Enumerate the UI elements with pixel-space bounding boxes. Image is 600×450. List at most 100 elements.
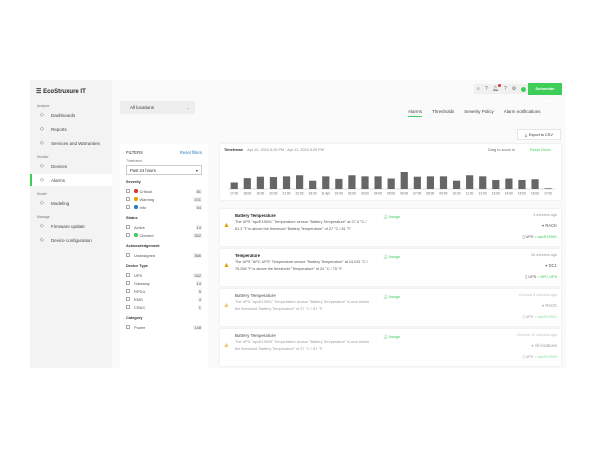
sidebar-item-services-and-warranties[interactable]: ◇ Services and Warranties [40,140,100,146]
checkbox[interactable] [126,225,130,229]
filter-option[interactable]: Active 14 [126,223,202,231]
sidebar-item-firmware-update[interactable]: ◇ Firmware update [40,223,85,229]
device-link[interactable]: APC UPS [540,275,557,279]
bar[interactable] [466,175,474,189]
filter-option[interactable]: Warning 101 [126,195,202,203]
filter-option[interactable]: Power 148 [126,323,202,331]
help-icon[interactable]: ? [484,86,488,92]
checkbox[interactable] [126,253,130,257]
user-avatar[interactable] [521,86,527,92]
bar[interactable] [322,176,330,189]
filter-option[interactable]: Info 54 [126,203,202,211]
x-tick-label: 11:00 [466,192,474,196]
sidebar-item-modeling[interactable]: ◇ Modeling [40,200,70,206]
filter-option[interactable]: Cleared 352 [126,231,202,239]
bar[interactable] [452,180,461,189]
filter-option[interactable]: EMS 4 [126,295,202,303]
checkbox[interactable] [126,297,130,301]
alarm-histogram[interactable]: Timeframe Apr 10, 2024 5:25 PM - Apr 11,… [220,144,561,200]
export-csv-button[interactable]: ⤓ Export to CSV [517,129,561,140]
filter-option[interactable]: Critical 81 [126,187,202,195]
chat-icon[interactable]: ? [503,86,507,92]
x-tick-label: 17:00 [544,192,552,196]
alarm-location[interactable]: ⌖ RACK [541,303,557,308]
bar[interactable] [479,176,487,189]
alarm-card[interactable]: ▲ Battery Temperature The UPS "apcE19901" … [220,209,561,246]
filter-option[interactable]: Unassigned 366 [126,251,202,259]
checkbox[interactable] [126,289,130,293]
bar[interactable] [243,178,251,189]
bar[interactable] [544,188,552,189]
settings-icon[interactable]: ⚙ [511,86,517,92]
alarm-device[interactable]: ▯ UPS > apcE19905 [522,355,557,359]
tab-alarm-notifications[interactable]: Alarm notifications [503,109,541,114]
assign-button[interactable]: 👤︎ Assign [383,335,401,339]
alarm-device[interactable]: ▯ UPS > apcE19901 [522,235,557,239]
bell-icon[interactable]: 🔔︎ [492,84,501,92]
bar[interactable] [361,176,369,189]
checkbox[interactable] [126,233,130,237]
filter-option[interactable]: RPDU 5 [126,287,202,295]
location-select[interactable]: All locations ⌄ [120,101,195,114]
bar[interactable] [531,179,539,189]
bar[interactable] [426,176,435,189]
alarm-card[interactable]: ▲ Battery Temperature The UPS "apcE19905" … [220,329,561,366]
tab-alarms[interactable]: Alarms [408,109,423,117]
sidebar-item-alarms[interactable]: ◇ Alarms [30,174,112,186]
bar[interactable] [413,176,421,189]
bar[interactable] [230,182,238,189]
reset-filters-link[interactable]: Reset filters [179,150,202,155]
timeframe-select[interactable]: Past 24 hours ▾ [126,165,202,175]
filter-count: 352 [193,232,202,238]
reset-zoom-button[interactable]: Reset Zoom [530,148,551,152]
bar[interactable] [387,178,395,189]
bar[interactable] [296,175,304,189]
bar[interactable] [400,172,408,189]
alarm-location[interactable]: ⌖ RACK [541,223,557,228]
bar[interactable] [269,177,278,189]
bar[interactable] [518,179,526,189]
checkbox[interactable] [126,197,130,201]
bar[interactable] [348,175,356,189]
checkbox[interactable] [126,281,130,285]
alarm-card[interactable]: ▲ Temperature The UPS "APC UPS" Temperatur… [220,249,561,286]
device-link[interactable]: apcE19901 [537,235,557,239]
bar[interactable] [335,178,343,189]
device-link[interactable]: apcE19905 [537,355,557,359]
checkbox[interactable] [126,325,130,329]
assign-button[interactable]: 👤︎ Assign [383,215,401,219]
alarm-card[interactable]: ▲ Battery Temperature The UPS "apcE19901" … [220,289,561,326]
sidebar-item-devices[interactable]: ◇ Devices [40,163,68,169]
menu-icon[interactable]: ☰ [36,89,42,95]
filter-option[interactable]: UPS 342 [126,271,202,279]
checkbox[interactable] [126,205,130,209]
checkbox[interactable] [126,305,130,309]
filter-option[interactable]: CRAC 1 [126,303,202,311]
bar[interactable] [505,178,513,189]
checkbox[interactable] [126,189,130,193]
bar[interactable] [439,176,448,189]
caret-down-icon: ▾ [195,167,198,173]
bar[interactable] [374,176,382,189]
tab-thresholds[interactable]: Thresholds [432,109,455,114]
chart-canvas[interactable]: 17:00 18:00 19:00 20:00 21:00 22:00 23:00 11 Ap… [220,144,561,200]
bar[interactable] [282,176,291,189]
alarm-location[interactable]: ⌖ All locations [531,343,557,348]
checkbox[interactable] [126,273,130,277]
assign-button[interactable]: 👤︎ Assign [383,295,401,299]
sidebar-item-device-configuration[interactable]: ◇ Device configuration [40,237,92,243]
bar[interactable] [492,179,500,189]
sidebar-item-reports[interactable]: ◇ Reports [40,126,67,132]
alarm-device[interactable]: ▯ UPS > APC UPS [525,275,557,279]
download-icon: ⤓ [525,132,527,137]
assign-button[interactable]: 👤︎ Assign [383,255,401,259]
alarm-device[interactable]: ▯ UPS > apcE19901 [522,315,557,319]
device-link[interactable]: apcE19901 [537,315,557,319]
filter-option[interactable]: Gateway 14 [126,279,202,287]
search-icon[interactable]: ⌕ [477,86,480,92]
sidebar-item-dashboards[interactable]: ◇ Dashboards [40,112,76,118]
tab-severity-policy[interactable]: Severity Policy [464,109,494,114]
bar[interactable] [256,176,264,189]
alarm-location[interactable]: ⌖ DC1 [545,263,557,268]
bar[interactable] [309,180,317,189]
